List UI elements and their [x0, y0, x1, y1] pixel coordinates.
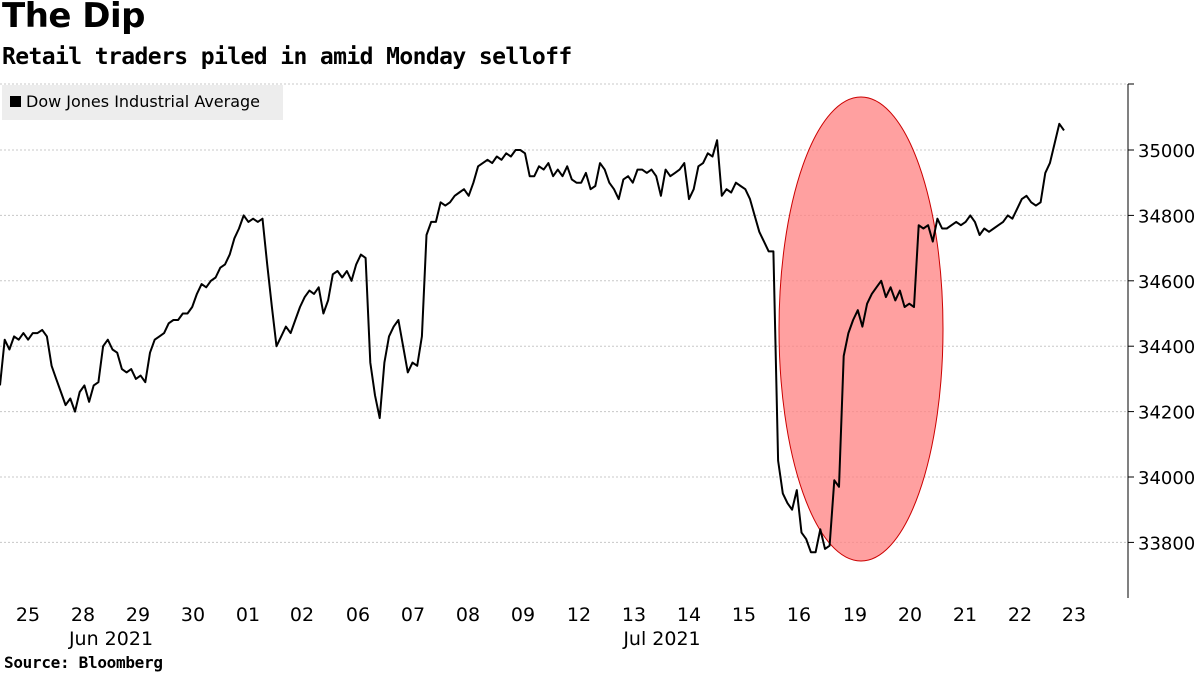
- dow-jones-series-line: [0, 122, 1065, 554]
- x-tick-label: 30: [181, 604, 205, 626]
- x-tick-label: 02: [290, 604, 314, 626]
- x-tick-label: 13: [622, 604, 646, 626]
- x-tick-label: 28: [71, 604, 95, 626]
- y-tick-label: 33800: [1138, 533, 1195, 554]
- legend-swatch: [10, 96, 21, 107]
- x-tick-label: 19: [843, 604, 867, 626]
- x-tick-label: 21: [953, 604, 977, 626]
- x-tick-label: 14: [677, 604, 701, 626]
- y-tick-label: 34200: [1138, 403, 1195, 424]
- x-tick-label: 16: [787, 604, 811, 626]
- y-axis: 33800 34000 34200 34400 34600 34800 35000: [1127, 83, 1195, 598]
- grid-lines: [0, 83, 1128, 543]
- x-group-label: Jun 2021: [68, 628, 153, 650]
- x-tick-label: 22: [1008, 604, 1032, 626]
- y-tick-label: 34600: [1138, 272, 1195, 293]
- y-tick-label: 35000: [1138, 141, 1195, 162]
- y-tick-label: 34400: [1138, 337, 1195, 358]
- x-tick-label: 20: [898, 604, 922, 626]
- y-tick-label: 34800: [1138, 206, 1195, 227]
- x-tick-label: 06: [346, 604, 370, 626]
- legend-label: Dow Jones Industrial Average: [26, 92, 261, 111]
- chart-title: The Dip: [2, 0, 146, 36]
- x-axis: 25 28 29 30 01 02 06 07 08 09 12 13 14 15 16 19 20 21 22 23…: [16, 604, 1086, 650]
- x-tick-label: 25: [16, 604, 40, 626]
- x-group-label: Jul 2021: [622, 628, 700, 650]
- x-tick-label: 23: [1062, 604, 1086, 626]
- x-tick-label: 09: [511, 604, 535, 626]
- x-tick-label: 15: [732, 604, 756, 626]
- legend: [2, 85, 283, 120]
- chart-subtitle: Retail traders piled in amid Monday sell…: [2, 44, 572, 70]
- x-tick-label: 07: [401, 604, 425, 626]
- x-tick-label: 01: [236, 604, 260, 626]
- y-tick-label: 34000: [1138, 468, 1195, 489]
- selloff-highlight-ellipse: [778, 96, 944, 562]
- source-note: Source: Bloomberg: [4, 653, 163, 672]
- x-tick-label: 08: [456, 604, 480, 626]
- x-tick-label: 12: [567, 604, 591, 626]
- x-tick-label: 29: [126, 604, 150, 626]
